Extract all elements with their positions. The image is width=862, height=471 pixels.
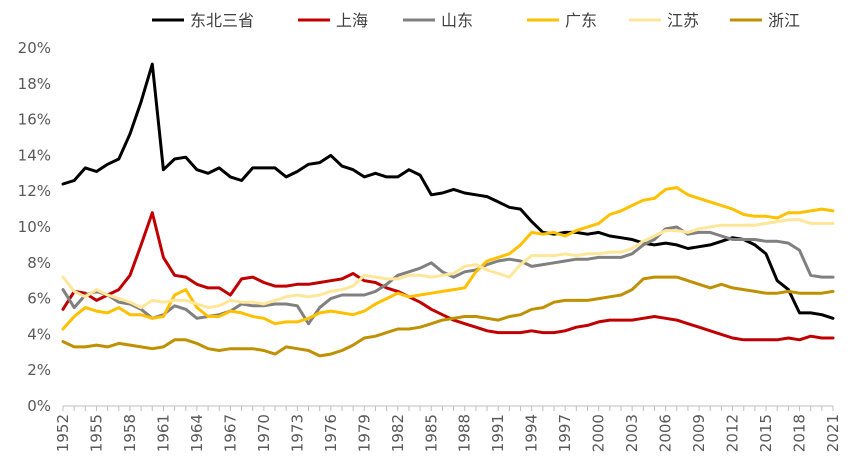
series-line-5 — [61, 275, 835, 358]
x-tick-label: 1973 — [288, 414, 306, 452]
legend-label: 上海 — [336, 11, 368, 30]
y-tick-label: 14% — [18, 146, 51, 164]
x-tick-label: 2012 — [724, 414, 742, 452]
x-tick-label: 2021 — [824, 414, 842, 452]
x-tick-label: 1991 — [489, 414, 507, 452]
x-tick-label: 2009 — [690, 414, 708, 452]
x-tick-label: 1982 — [389, 414, 407, 452]
x-tick-label: 1988 — [456, 414, 474, 452]
series-line-1 — [61, 211, 835, 342]
x-tick-label: 1997 — [556, 414, 574, 452]
x-tick-label: 1958 — [121, 414, 139, 452]
x-tick-label: 1985 — [422, 414, 440, 452]
x-tick-label: 2015 — [757, 414, 775, 452]
series-line-3 — [61, 186, 835, 331]
x-tick-label: 1961 — [154, 414, 172, 452]
legend-item: 东北三省 — [152, 11, 254, 30]
y-tick-label: 10% — [18, 218, 51, 236]
y-tick-label: 18% — [18, 75, 51, 93]
legend-label: 浙江 — [768, 11, 800, 30]
x-tick-label: 1994 — [523, 414, 541, 452]
series-line-0 — [61, 62, 835, 320]
x-tick-label: 1970 — [255, 414, 273, 452]
legend-item: 江苏 — [629, 11, 699, 30]
legend-item: 广东 — [527, 11, 597, 30]
y-tick-label: 8% — [27, 254, 51, 272]
x-tick-label: 1952 — [54, 414, 72, 452]
legend-label: 江苏 — [667, 11, 699, 30]
legend: 东北三省 上海 山东 广东 江苏 浙江 — [152, 11, 800, 30]
x-tick-label: 1964 — [188, 414, 206, 452]
legend-label: 广东 — [565, 11, 597, 30]
x-tick-label: 1967 — [221, 414, 239, 452]
x-tick-label: 1955 — [87, 414, 105, 452]
y-tick-label: 2% — [27, 361, 51, 379]
x-tick-label: 1976 — [322, 414, 340, 452]
x-tick-label: 2018 — [791, 414, 809, 452]
x-tick-label: 1979 — [355, 414, 373, 452]
y-tick-label: 6% — [27, 290, 51, 308]
x-tick-label: 2006 — [657, 414, 675, 452]
x-tick-label: 2000 — [590, 414, 608, 452]
x-axis: 1952 1955 1958 1961 1964 1967 1970 1973 1976 1979… — [54, 405, 842, 452]
plot-area — [61, 62, 835, 358]
y-axis: 0% 2% 4% 6% 8% 10% 12% 14% 16% 18% 20% — [18, 39, 51, 415]
legend-item: 上海 — [298, 11, 368, 30]
y-tick-label: 4% — [27, 325, 51, 343]
legend-item: 浙江 — [730, 11, 800, 30]
legend-label: 山东 — [441, 11, 473, 30]
y-tick-label: 12% — [18, 182, 51, 200]
legend-label: 东北三省 — [190, 11, 254, 30]
y-tick-label: 16% — [18, 111, 51, 129]
series-line-4 — [61, 218, 835, 310]
x-tick-label: 2003 — [623, 414, 641, 452]
legend-item: 山东 — [403, 11, 473, 30]
y-tick-label: 20% — [18, 39, 51, 57]
y-tick-label: 0% — [27, 397, 51, 415]
